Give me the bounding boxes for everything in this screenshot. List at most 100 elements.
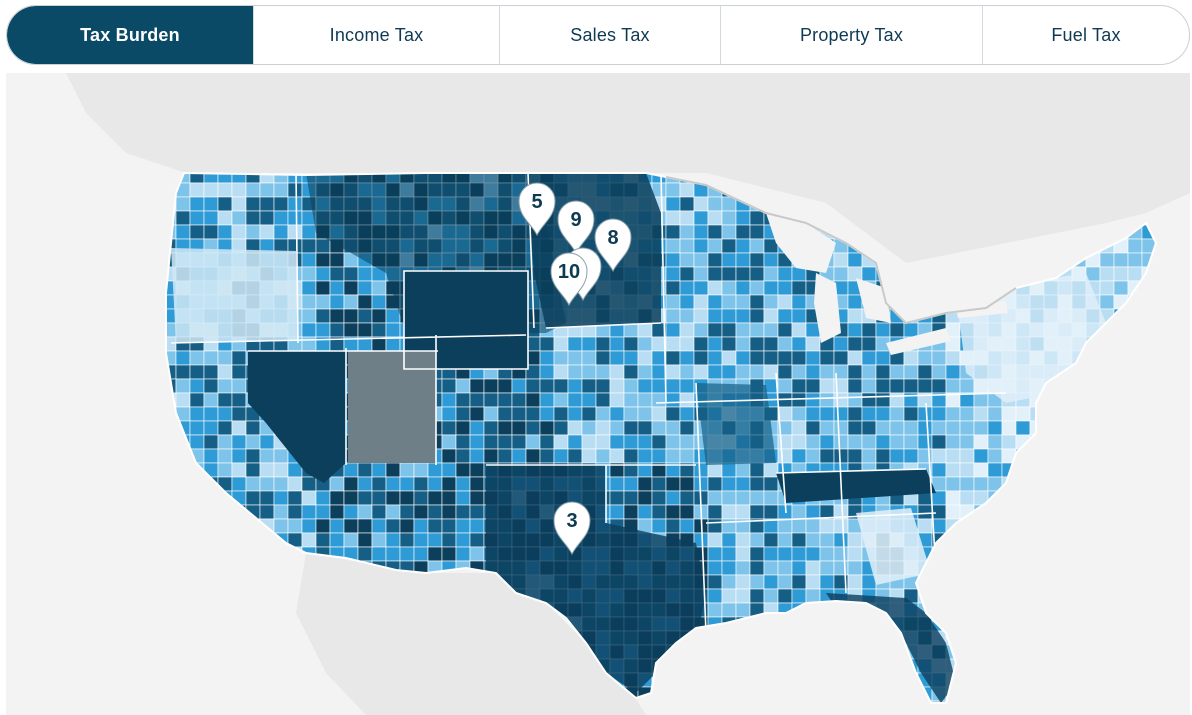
county-cell[interactable] [819, 420, 835, 436]
county-cell[interactable] [203, 196, 219, 212]
county-cell[interactable] [665, 238, 681, 254]
county-cell[interactable] [791, 434, 807, 450]
county-cell[interactable] [399, 504, 415, 520]
us-county-map[interactable]: 5 9 8 10 3 [6, 73, 1190, 715]
county-cell[interactable] [665, 518, 681, 534]
county-cell[interactable] [329, 252, 345, 268]
county-cell[interactable] [497, 420, 513, 436]
county-cell[interactable] [371, 280, 387, 296]
county-cell[interactable] [903, 406, 919, 422]
county-cell[interactable] [665, 322, 681, 338]
county-cell[interactable] [917, 434, 933, 450]
county-cell[interactable] [805, 420, 821, 436]
county-cell[interactable] [553, 392, 569, 408]
county-cell[interactable] [189, 350, 205, 366]
county-cell[interactable] [903, 378, 919, 394]
county-cell[interactable] [651, 350, 667, 366]
county-cell[interactable] [665, 182, 681, 198]
county-cell[interactable] [637, 350, 653, 366]
county-cell[interactable] [231, 350, 247, 366]
county-cell[interactable] [693, 280, 709, 296]
county-cell[interactable] [707, 350, 723, 366]
county-cell[interactable] [567, 448, 583, 464]
county-cell[interactable] [245, 448, 261, 464]
county-cell[interactable] [791, 294, 807, 310]
county-cell[interactable] [497, 392, 513, 408]
county-cell[interactable] [371, 490, 387, 506]
county-cell[interactable] [833, 448, 849, 464]
county-cell[interactable] [637, 434, 653, 450]
county-cell[interactable] [427, 490, 443, 506]
county-cell[interactable] [707, 336, 723, 352]
county-cell[interactable] [833, 434, 849, 450]
county-cell[interactable] [385, 518, 401, 534]
county-cell[interactable] [525, 420, 541, 436]
county-cell[interactable] [945, 476, 961, 492]
county-cell[interactable] [469, 462, 485, 478]
county-cell[interactable] [203, 350, 219, 366]
county-cell[interactable] [315, 280, 331, 296]
county-cell[interactable] [441, 546, 457, 562]
county-cell[interactable] [623, 392, 639, 408]
county-cell[interactable] [679, 364, 695, 380]
county-cell[interactable] [273, 490, 289, 506]
county-cell[interactable] [791, 280, 807, 296]
county-cell[interactable] [329, 532, 345, 548]
county-cell[interactable] [483, 448, 499, 464]
county-cell[interactable] [469, 490, 485, 506]
county-cell[interactable] [875, 378, 891, 394]
county-cell[interactable] [665, 364, 681, 380]
county-cell[interactable] [581, 364, 597, 380]
county-cell[interactable] [875, 434, 891, 450]
county-cell[interactable] [357, 280, 373, 296]
county-cell[interactable] [609, 448, 625, 464]
county-cell[interactable] [777, 532, 793, 548]
county-cell[interactable] [651, 420, 667, 436]
county-cell[interactable] [847, 294, 863, 310]
county-cell[interactable] [441, 420, 457, 436]
county-cell[interactable] [707, 308, 723, 324]
county-cell[interactable] [427, 462, 443, 478]
county-cell[interactable] [539, 406, 555, 422]
county-cell[interactable] [721, 364, 737, 380]
county-cell[interactable] [861, 364, 877, 380]
county-cell[interactable] [1015, 406, 1031, 422]
county-cell[interactable] [175, 378, 191, 394]
county-cell[interactable] [791, 378, 807, 394]
county-cell[interactable] [553, 336, 569, 352]
county-cell[interactable] [763, 490, 779, 506]
county-cell[interactable] [749, 280, 765, 296]
county-cell[interactable] [959, 462, 975, 478]
county-cell[interactable] [245, 196, 261, 212]
county-cell[interactable] [707, 294, 723, 310]
county-cell[interactable] [273, 448, 289, 464]
county-cell[interactable] [525, 378, 541, 394]
county-cell[interactable] [665, 224, 681, 240]
county-cell[interactable] [315, 294, 331, 310]
county-cell[interactable] [455, 392, 471, 408]
county-cell[interactable] [399, 476, 415, 492]
county-cell[interactable] [777, 266, 793, 282]
county-cell[interactable] [959, 476, 975, 492]
county-cell[interactable] [735, 602, 751, 618]
county-cell[interactable] [959, 406, 975, 422]
county-cell[interactable] [819, 560, 835, 576]
county-cell[interactable] [553, 448, 569, 464]
county-cell[interactable] [665, 448, 681, 464]
county-cell[interactable] [469, 476, 485, 492]
county-cell[interactable] [1001, 406, 1017, 422]
county-cell[interactable] [483, 406, 499, 422]
county-cell[interactable] [497, 378, 513, 394]
county-cell[interactable] [735, 476, 751, 492]
county-cell[interactable] [385, 308, 401, 324]
county-cell[interactable] [945, 448, 961, 464]
county-cell[interactable] [581, 350, 597, 366]
county-cell[interactable] [707, 266, 723, 282]
county-cell[interactable] [735, 350, 751, 366]
county-cell[interactable] [805, 364, 821, 380]
county-cell[interactable] [259, 434, 275, 450]
county-cell[interactable] [441, 392, 457, 408]
county-cell[interactable] [903, 420, 919, 436]
county-cell[interactable] [469, 532, 485, 548]
county-cell[interactable] [679, 504, 695, 520]
